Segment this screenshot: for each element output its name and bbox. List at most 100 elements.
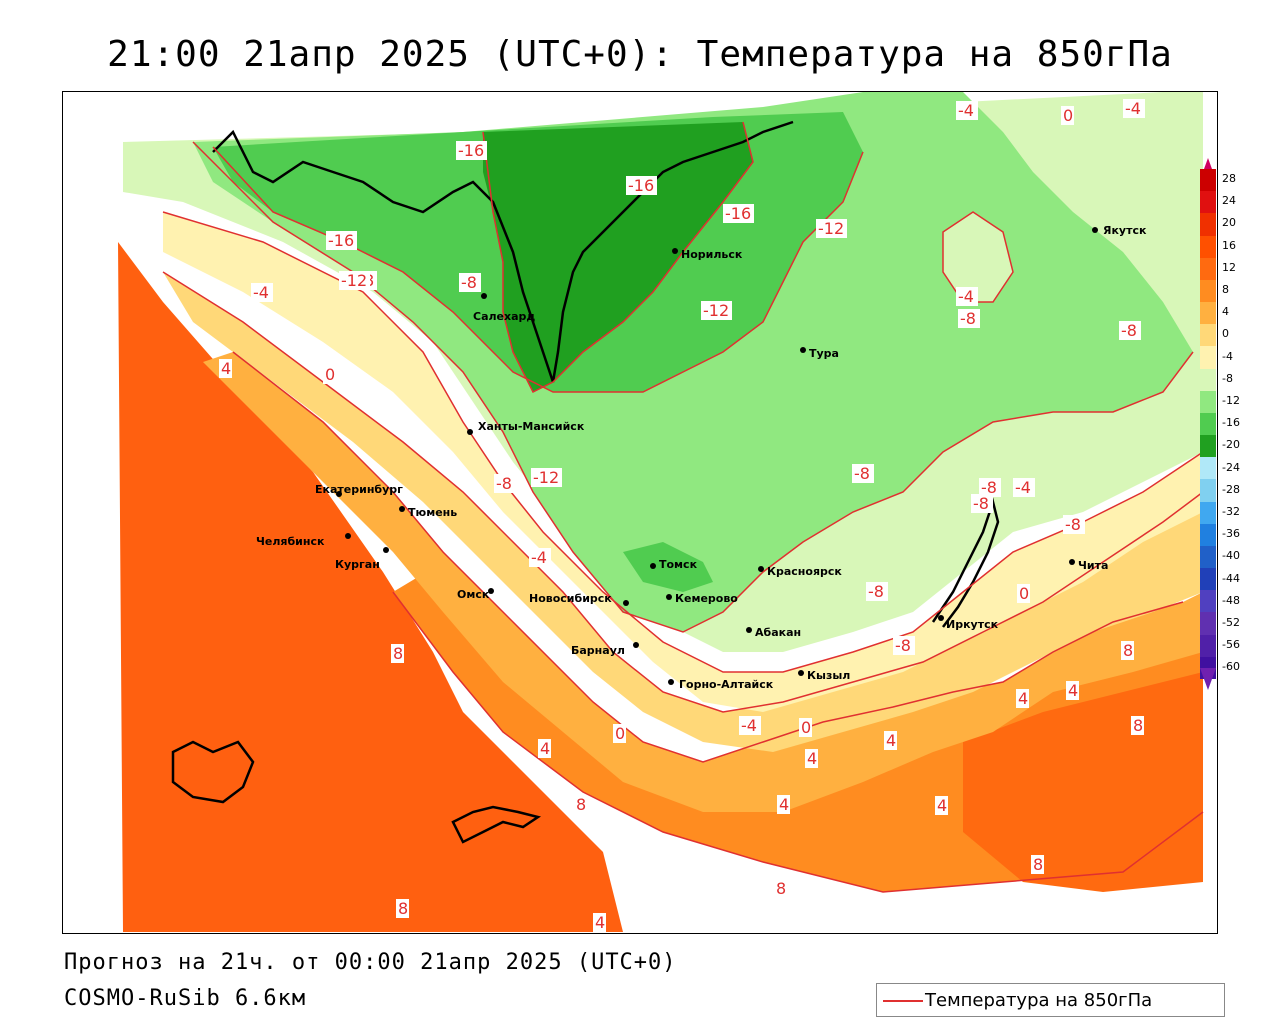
colorbar-segment [1200,612,1216,636]
colorbar-bottom-arrow [1200,667,1216,690]
legend-label: Температура на 850гПа [925,990,1153,1011]
isotherm-label-bg [1031,855,1044,874]
city-label: Норильск [681,248,743,261]
colorbar-tick-label: 28 [1222,172,1236,185]
colorbar-tick-label: -4 [1222,349,1233,363]
city-label: Горно-Алтайск [679,678,774,691]
isotherm-lines [162,121,1204,893]
isotherm-label: -4 [958,287,974,306]
isotherm-label: 4 [1018,689,1028,708]
isotherm-label-bg [1119,321,1141,340]
map-title: 21:00 21апр 2025 (UTC+0): Температура на… [107,34,1173,75]
isotherm-label: -12 [703,301,729,320]
isotherm-label: -4 [741,716,757,735]
colorbar-segment [1200,324,1216,347]
isotherm-label-bg [391,644,404,663]
city-marker [336,491,342,497]
colorbar-tick-label: -16 [1222,416,1240,430]
isotherm-label: -8 [960,309,976,328]
city-marker [399,506,405,512]
colorbar-segment [1200,390,1216,414]
city-label: Барнаул [571,644,625,657]
colorbar-segment [1200,213,1216,237]
isotherm-label-bg [884,731,897,750]
city-label: Ханты-Мансийск [478,420,585,433]
colorbar-segment [1200,346,1216,370]
isotherm-label-bg [979,478,1001,497]
city-label: Чита [1078,559,1108,572]
city-label: Иркутск [946,618,999,631]
isotherm-label: -8 [1121,321,1137,340]
zone-cool0 [163,212,1203,712]
colorbar-tick-label: -56 [1222,638,1240,652]
city-marker [938,615,944,621]
colorbar-segment [1200,457,1216,480]
isotherm-labels: -40-4-16-16-16-16-12-18-8-12-4-12-4-8-84… [219,99,1145,932]
isotherm-label: 8 [576,795,586,814]
isotherm-label: 4 [1068,681,1078,700]
isotherm-label-bg [958,309,980,328]
isotherm-label: -4 [1125,99,1141,118]
colorbar-tick-label: -12 [1222,394,1240,407]
colorbar-tick-label: -28 [1222,482,1240,496]
colorbar-segment [1200,479,1216,503]
colorbar-segment [1200,634,1216,658]
city-marker [1092,227,1098,233]
isotherm-label: 8 [1123,641,1133,660]
isotherm-label: -12 [533,468,559,487]
city-marker [1069,559,1075,565]
colorbar-tick-label: 12 [1222,260,1236,274]
map-panel[interactable]: -40-4-16-16-16-16-12-18-8-12-4-12-4-8-84… [62,91,1218,934]
isotherm-label: -8 [461,273,477,292]
city-label: Салехард [473,310,535,323]
isotherm-label: -12 [341,271,367,290]
city-label: Кызыл [807,669,850,682]
colorbar-tick-label: -24 [1222,460,1240,474]
isotherm-label: -16 [725,204,751,223]
isotherm-label: 4 [807,749,817,768]
isotherm-label: 0 [1019,584,1029,603]
isotherm-label: -4 [253,283,269,302]
isotherm-label-bg [852,464,874,483]
isotherm-label-bg [1123,99,1145,118]
isotherm-label-bg [777,795,790,814]
isotherm-label-bg [956,101,978,120]
isotherm-label: -8 [868,582,884,601]
zone-m12-tomsk [623,542,713,592]
isotherm-label: -16 [328,231,354,250]
city-label: Екатеринбург [315,483,403,496]
city-marker [650,563,656,569]
isotherm-label: -8 [496,474,512,493]
isotherm-label: 4 [221,359,231,378]
legend-line-swatch [883,1000,923,1002]
colorbar-segment [1200,545,1216,569]
colorbar-tick-label: -40 [1222,549,1240,563]
model-caption: COSMO-RuSib 6.6км [64,986,307,1011]
isotherm-label-bg [1016,689,1029,708]
colorbar-tick-label: -20 [1222,438,1240,452]
city-label: Курган [335,558,380,571]
coastline [212,120,794,383]
city-marker [666,594,672,600]
isotherm-label-bg [1063,515,1085,534]
isotherm-label: -8 [854,464,870,483]
colorbar-tick-label: 24 [1222,194,1236,208]
isotherm-label-bg [1017,584,1030,603]
isotherm-label-bg [323,365,336,384]
isotherm-label: 4 [540,739,550,758]
isotherm-label-bg [459,273,481,292]
colorbar-tick-label: 0 [1222,327,1229,341]
isotherm-label: 8 [393,644,403,663]
isotherm-label: 8 [1133,716,1143,735]
colorbar-segment [1200,169,1216,192]
city-marker [800,347,806,353]
city-marker [633,642,639,648]
city-marker [623,600,629,606]
lake-west [171,740,255,804]
temperature-map: -40-4-16-16-16-16-12-18-8-12-4-12-4-8-84… [118,92,1204,932]
isotherm-label-bg [1121,641,1134,660]
isotherm-label: -4 [958,101,974,120]
colorbar-segment [1200,568,1216,591]
isotherm-label: 4 [886,731,896,750]
city-label: Тюмень [408,506,457,519]
